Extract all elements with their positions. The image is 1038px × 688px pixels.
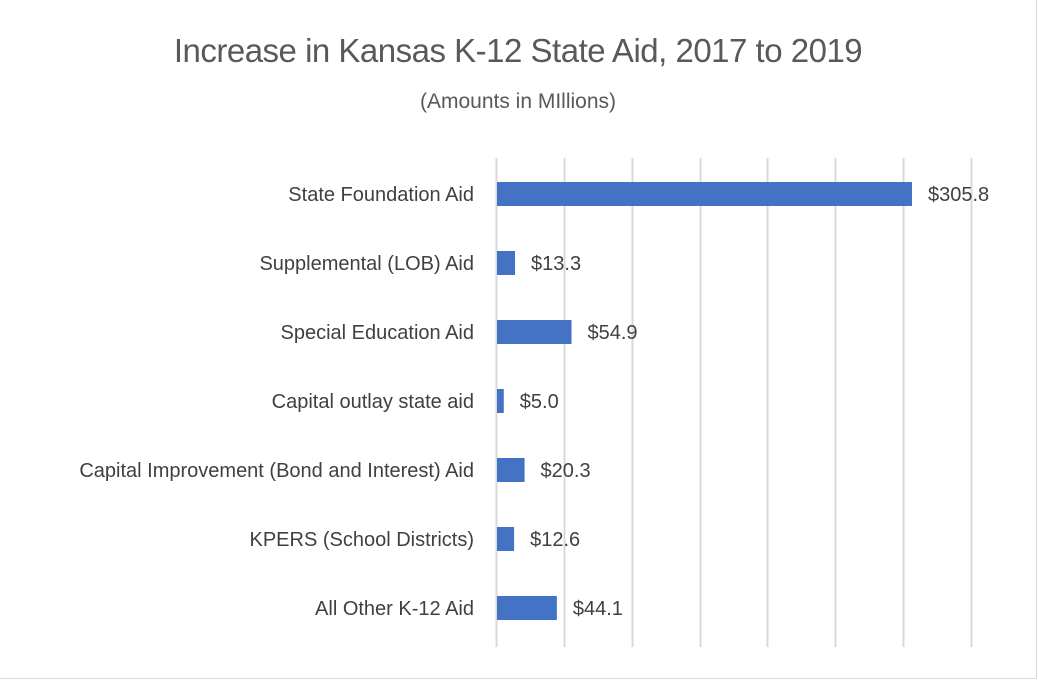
data-label: $44.1 bbox=[573, 598, 623, 620]
bar bbox=[497, 182, 913, 206]
data-label: $12.6 bbox=[530, 529, 580, 551]
bar bbox=[497, 527, 515, 551]
category-label: KPERS (School Districts) bbox=[250, 529, 475, 551]
data-label: $305.8 bbox=[928, 184, 989, 206]
bar bbox=[497, 458, 525, 482]
bar bbox=[497, 320, 572, 344]
chart-subtitle: (Amounts in MIllions) bbox=[419, 90, 617, 113]
category-label: All Other K-12 Aid bbox=[315, 598, 474, 620]
bar bbox=[497, 251, 516, 275]
data-label: $5.0 bbox=[520, 391, 559, 413]
category-label: Capital outlay state aid bbox=[272, 391, 474, 413]
bar bbox=[497, 596, 557, 620]
data-label: $54.9 bbox=[588, 322, 638, 344]
category-label: Capital Improvement (Bond and Interest) … bbox=[79, 460, 474, 482]
category-label: Supplemental (LOB) Aid bbox=[259, 253, 474, 275]
data-label: $13.3 bbox=[531, 253, 581, 275]
bar bbox=[497, 389, 504, 413]
data-label: $20.3 bbox=[541, 460, 591, 482]
category-label: State Foundation Aid bbox=[288, 184, 474, 206]
chart-title: Increase in Kansas K-12 State Aid, 2017 … bbox=[173, 32, 863, 69]
category-label: Special Education Aid bbox=[281, 322, 474, 344]
